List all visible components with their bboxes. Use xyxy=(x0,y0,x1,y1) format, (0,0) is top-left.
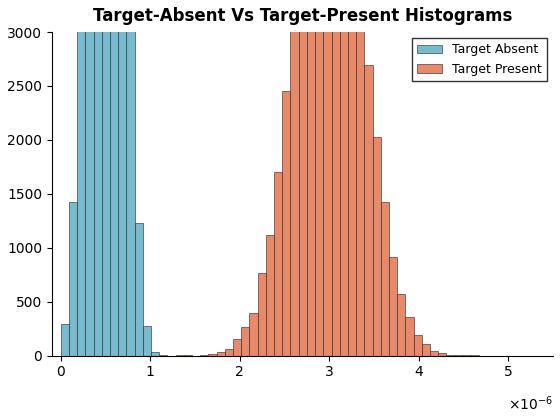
Bar xyxy=(102,0,110,356)
Bar xyxy=(365,65,372,356)
Bar xyxy=(356,0,365,356)
Bar xyxy=(159,355,167,356)
Bar xyxy=(455,355,463,356)
Bar xyxy=(200,355,208,356)
Bar xyxy=(110,0,118,356)
Bar xyxy=(323,0,332,356)
Bar xyxy=(389,257,397,356)
Bar xyxy=(274,173,282,356)
Bar xyxy=(134,223,143,356)
Bar xyxy=(446,355,455,356)
Bar xyxy=(94,0,102,356)
Bar xyxy=(217,352,225,356)
Bar xyxy=(348,0,356,356)
Bar xyxy=(438,353,446,356)
Bar xyxy=(208,354,217,356)
Legend: Target Absent, Target Present: Target Absent, Target Present xyxy=(412,38,547,81)
Bar xyxy=(77,0,85,356)
Text: $\times10^{-6}$: $\times10^{-6}$ xyxy=(508,394,553,413)
Bar xyxy=(381,202,389,356)
Bar xyxy=(225,349,233,356)
Bar xyxy=(258,273,266,356)
Bar xyxy=(430,351,438,356)
Bar xyxy=(307,0,315,356)
Bar xyxy=(118,0,127,356)
Bar xyxy=(291,18,298,356)
Title: Target-Absent Vs Target-Present Histograms: Target-Absent Vs Target-Present Histogra… xyxy=(93,7,512,25)
Bar xyxy=(249,313,258,356)
Bar xyxy=(143,326,151,356)
Bar xyxy=(298,0,307,356)
Bar xyxy=(151,352,159,356)
Bar xyxy=(414,335,422,356)
Bar xyxy=(405,317,414,356)
Bar xyxy=(315,0,323,356)
Bar xyxy=(233,339,241,356)
Bar xyxy=(127,0,134,356)
Bar xyxy=(340,0,348,356)
Bar xyxy=(85,0,94,356)
Bar xyxy=(422,344,430,356)
Bar xyxy=(397,294,405,356)
Bar xyxy=(69,202,77,356)
Bar xyxy=(282,91,291,356)
Bar xyxy=(241,327,249,356)
Bar xyxy=(332,0,340,356)
Bar xyxy=(266,235,274,356)
Bar xyxy=(372,137,381,356)
Bar xyxy=(60,324,69,356)
